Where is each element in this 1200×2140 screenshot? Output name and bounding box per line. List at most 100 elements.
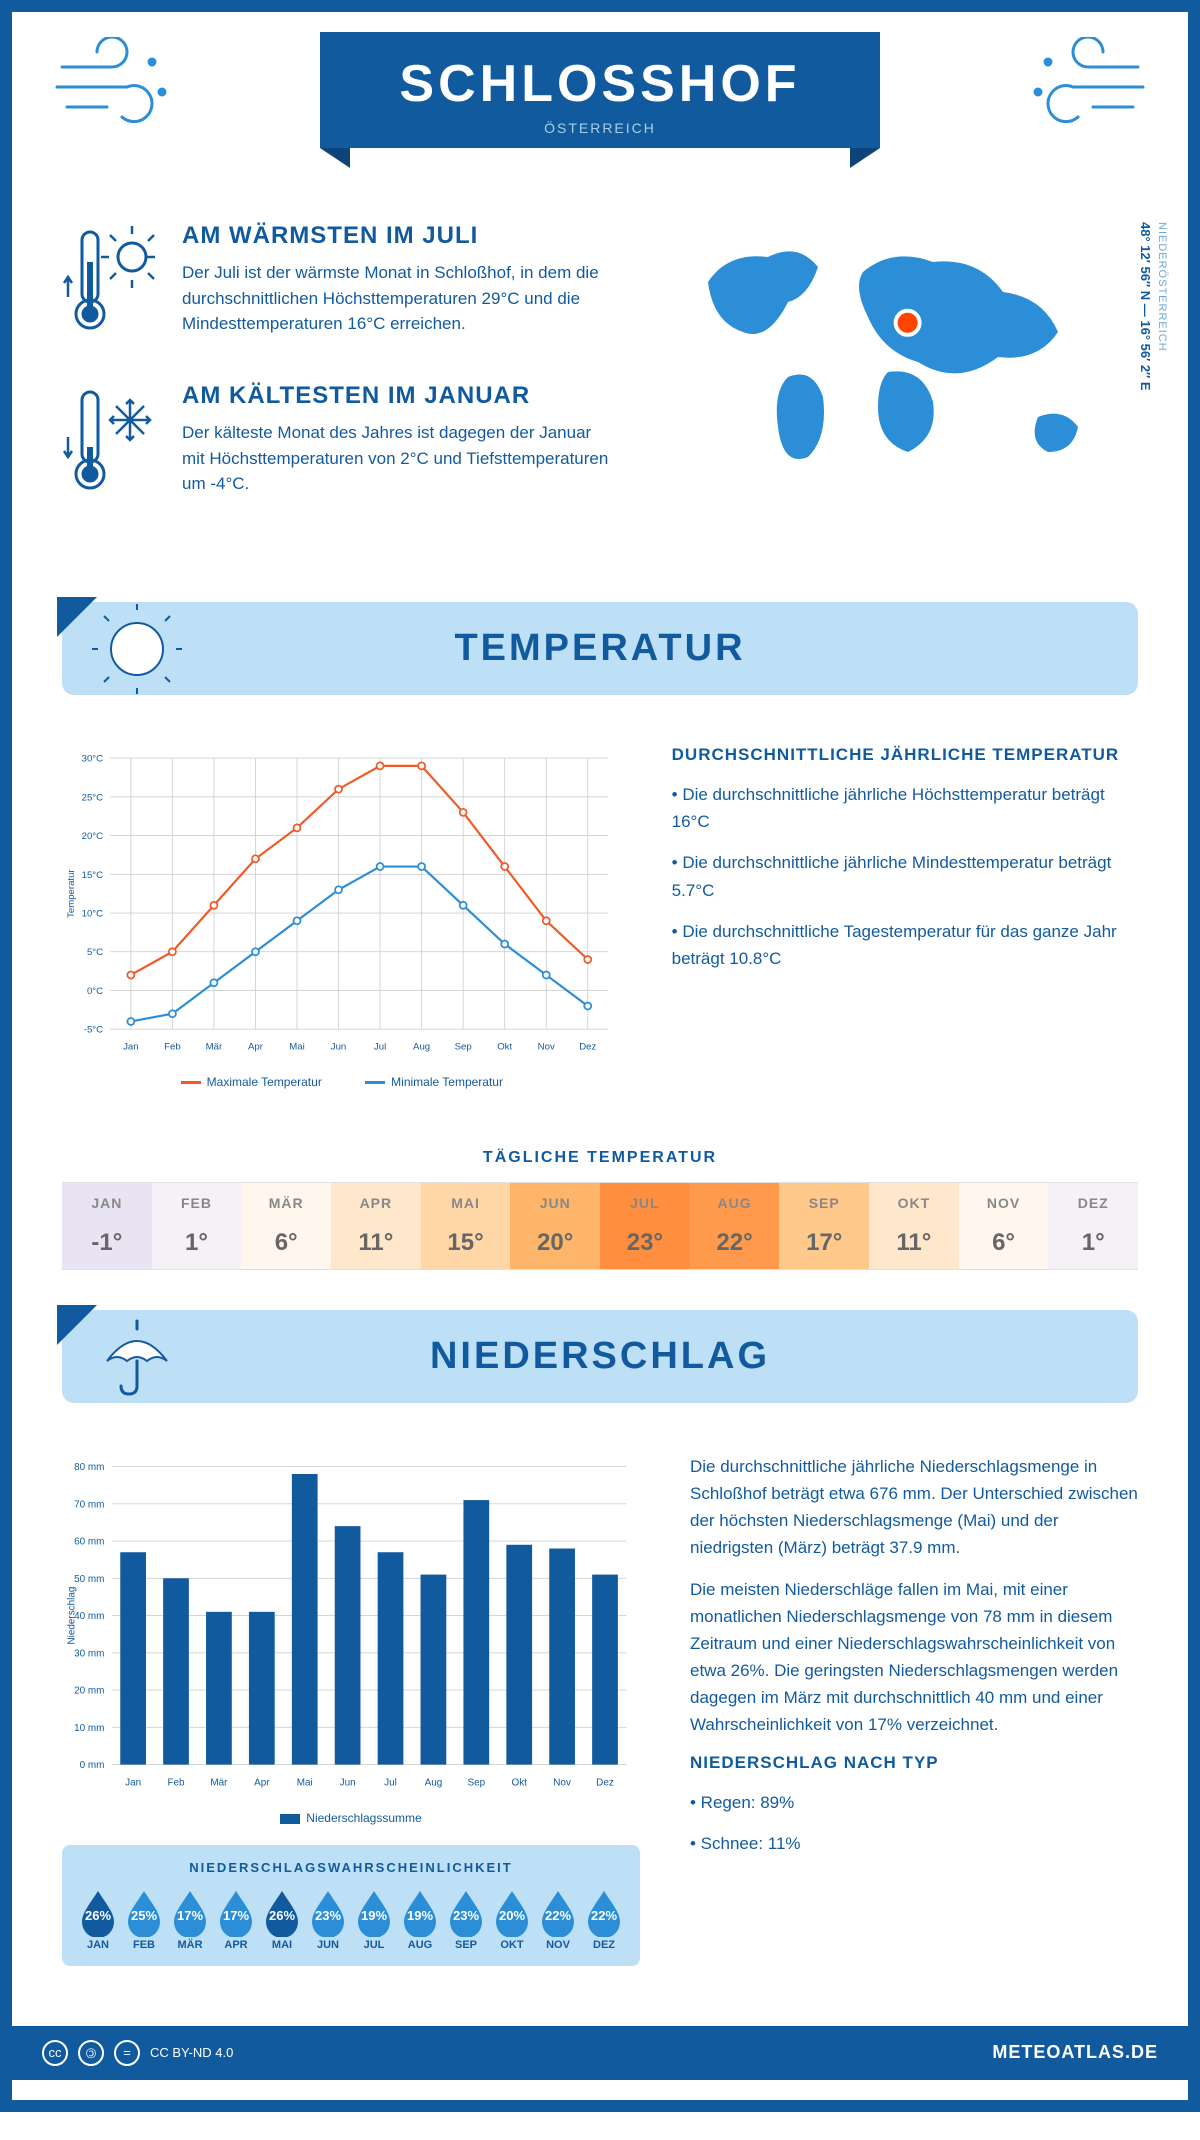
temp-cell: SEP17°	[779, 1183, 869, 1269]
precip-legend: Niederschlagssumme	[62, 1811, 640, 1825]
temp-section-header: TEMPERATUR	[62, 602, 1138, 695]
temp-cell: MAI15°	[421, 1183, 511, 1269]
svg-text:Dez: Dez	[596, 1777, 614, 1788]
svg-text:Jan: Jan	[123, 1041, 138, 1052]
precip-section-header: NIEDERSCHLAG	[62, 1310, 1138, 1403]
warmest-block: AM WÄRMSTEN IM JULI Der Juli ist der wär…	[62, 222, 618, 347]
page-subtitle: ÖSTERREICH	[320, 120, 880, 136]
temp-cell: NOV6°	[959, 1183, 1049, 1269]
temp-cell: JUL23°	[600, 1183, 690, 1269]
site-name: METEOATLAS.DE	[992, 2042, 1158, 2063]
info-section: AM WÄRMSTEN IM JULI Der Juli ist der wär…	[12, 192, 1188, 582]
temp-cell: DEZ1°	[1048, 1183, 1138, 1269]
svg-text:Okt: Okt	[497, 1041, 512, 1052]
svg-text:Apr: Apr	[248, 1041, 264, 1052]
svg-text:Nov: Nov	[553, 1777, 571, 1788]
license-text: CC BY-ND 4.0	[150, 2045, 233, 2060]
svg-text:Jul: Jul	[374, 1041, 386, 1052]
temp-legend: Maximale Temperatur Minimale Temperatur	[62, 1075, 622, 1089]
svg-text:0°C: 0°C	[87, 986, 103, 997]
svg-text:Feb: Feb	[164, 1041, 181, 1052]
svg-text:10°C: 10°C	[82, 909, 104, 920]
sun-icon	[92, 604, 182, 694]
svg-text:Mai: Mai	[297, 1777, 313, 1788]
precip-prob-cell: 25% FEB	[123, 1887, 165, 1951]
temp-cell: AUG22°	[690, 1183, 780, 1269]
precip-prob-cell: 19% AUG	[399, 1887, 441, 1951]
svg-text:Jun: Jun	[340, 1777, 356, 1788]
temp-cell: JAN-1°	[62, 1183, 152, 1269]
nd-icon: =	[114, 2040, 140, 2066]
precip-prob-cell: 22% NOV	[537, 1887, 579, 1951]
map-block: NIEDERÖSTERREICH 48° 12′ 56″ N — 16° 56′…	[658, 222, 1138, 542]
svg-text:25°C: 25°C	[82, 792, 104, 803]
svg-text:5°C: 5°C	[87, 947, 103, 958]
page-title: SCHLOSSHOF	[320, 54, 880, 114]
svg-text:0 mm: 0 mm	[80, 1760, 105, 1771]
precip-prob-title: NIEDERSCHLAGSWAHRSCHEINLICHKEIT	[77, 1860, 625, 1875]
temp-cell: MÄR6°	[241, 1183, 331, 1269]
svg-text:40 mm: 40 mm	[74, 1611, 104, 1622]
svg-text:30°C: 30°C	[82, 754, 104, 765]
svg-text:10 mm: 10 mm	[74, 1723, 104, 1734]
precip-prob-cell: 19% JUL	[353, 1887, 395, 1951]
svg-text:80 mm: 80 mm	[74, 1462, 104, 1473]
precip-type-item: • Schnee: 11%	[690, 1830, 1138, 1857]
wind-icon	[1018, 37, 1148, 137]
svg-text:Temperatur: Temperatur	[66, 869, 77, 918]
temp-cell: JUN20°	[510, 1183, 600, 1269]
coldest-title: AM KÄLTESTEN IM JANUAR	[182, 382, 618, 410]
svg-text:Jan: Jan	[125, 1777, 141, 1788]
svg-text:Mär: Mär	[210, 1777, 228, 1788]
precip-by-type-title: NIEDERSCHLAG NACH TYP	[690, 1753, 1138, 1773]
svg-text:Sep: Sep	[455, 1041, 472, 1052]
footer: cc 🄯 = CC BY-ND 4.0 METEOATLAS.DE	[12, 2026, 1188, 2080]
temp-cell: APR11°	[331, 1183, 421, 1269]
svg-text:Sep: Sep	[467, 1777, 485, 1788]
svg-text:Apr: Apr	[254, 1777, 270, 1788]
svg-text:60 mm: 60 mm	[74, 1536, 104, 1547]
coldest-text: Der kälteste Monat des Jahres ist dagege…	[182, 420, 618, 497]
temp-note-item: • Die durchschnittliche jährliche Mindes…	[672, 849, 1138, 903]
svg-text:30 mm: 30 mm	[74, 1648, 104, 1659]
coldest-block: AM KÄLTESTEN IM JANUAR Der kälteste Mona…	[62, 382, 618, 507]
temp-notes-title: DURCHSCHNITTLICHE JÄHRLICHE TEMPERATUR	[672, 745, 1138, 765]
warmest-title: AM WÄRMSTEN IM JULI	[182, 222, 618, 250]
svg-text:Mai: Mai	[289, 1041, 304, 1052]
precip-prob-cell: 23% SEP	[445, 1887, 487, 1951]
header: SCHLOSSHOF ÖSTERREICH	[12, 12, 1188, 192]
svg-text:15°C: 15°C	[82, 870, 104, 881]
svg-text:Dez: Dez	[579, 1041, 596, 1052]
temp-cell: FEB1°	[152, 1183, 242, 1269]
precip-heading: NIEDERSCHLAG	[92, 1335, 1108, 1378]
title-banner: SCHLOSSHOF ÖSTERREICH	[320, 32, 880, 148]
temp-cell: OKT11°	[869, 1183, 959, 1269]
temp-notes-list: • Die durchschnittliche jährliche Höchst…	[672, 781, 1138, 972]
precip-type-item: • Regen: 89%	[690, 1789, 1138, 1816]
svg-text:Mär: Mär	[206, 1041, 223, 1052]
svg-text:Aug: Aug	[413, 1041, 430, 1052]
svg-text:Aug: Aug	[425, 1777, 443, 1788]
svg-text:Jul: Jul	[384, 1777, 397, 1788]
svg-text:20 mm: 20 mm	[74, 1685, 104, 1696]
precip-prob-cell: 23% JUN	[307, 1887, 349, 1951]
svg-text:Okt: Okt	[511, 1777, 527, 1788]
precip-prob-cell: 22% DEZ	[583, 1887, 625, 1951]
daily-temp-table: JAN-1°FEB1°MÄR6°APR11°MAI15°JUN20°JUL23°…	[62, 1182, 1138, 1270]
warmest-text: Der Juli ist der wärmste Monat in Schloß…	[182, 260, 618, 337]
precip-prob-cell: 17% APR	[215, 1887, 257, 1951]
svg-text:Nov: Nov	[538, 1041, 555, 1052]
thermometer-cold-icon	[62, 382, 162, 502]
world-map-icon	[658, 222, 1138, 502]
svg-text:50 mm: 50 mm	[74, 1574, 104, 1585]
svg-text:Jun: Jun	[331, 1041, 346, 1052]
region-label: NIEDERÖSTERREICH	[1156, 222, 1168, 352]
svg-text:Feb: Feb	[167, 1777, 185, 1788]
coordinates: 48° 12′ 56″ N — 16° 56′ 2″ E	[1138, 222, 1153, 391]
precipitation-chart: 0 mm10 mm20 mm30 mm40 mm50 mm60 mm70 mm8…	[62, 1453, 640, 1796]
precip-text-2: Die meisten Niederschläge fallen im Mai,…	[690, 1576, 1138, 1739]
precip-prob-cell: 20% OKT	[491, 1887, 533, 1951]
precip-prob-cell: 26% JAN	[77, 1887, 119, 1951]
precip-text-1: Die durchschnittliche jährliche Niedersc…	[690, 1453, 1138, 1562]
temp-note-item: • Die durchschnittliche Tagestemperatur …	[672, 918, 1138, 972]
